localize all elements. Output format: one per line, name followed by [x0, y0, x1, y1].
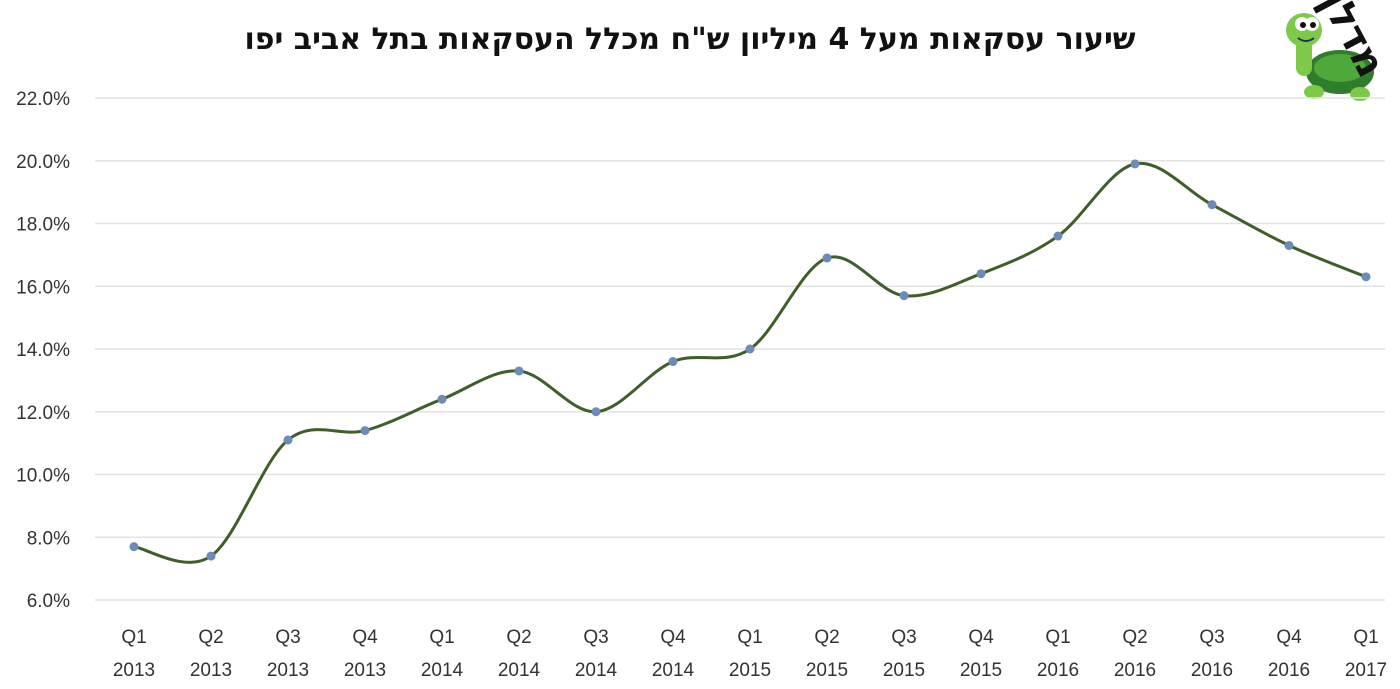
- data-point: [976, 269, 986, 279]
- data-point: [822, 253, 832, 263]
- x-tick-label: Q2 2015: [806, 627, 848, 681]
- chart-title: שיעור עסקאות מעל 4 מיליון ש"ח מכלל העסקא…: [244, 22, 1136, 57]
- x-tick-label: Q1 2014: [421, 627, 464, 681]
- x-tick-label: Q1 2017: [1345, 627, 1387, 681]
- y-tick-label: 16.0%: [16, 277, 70, 298]
- y-tick-label: 12.0%: [16, 403, 70, 424]
- x-tick-label: Q3 2014: [575, 627, 618, 681]
- turtle-icon: [1286, 13, 1374, 101]
- data-point: [283, 435, 293, 445]
- y-tick-label: 6.0%: [27, 591, 70, 612]
- data-point: [1361, 272, 1371, 282]
- data-point: [591, 407, 601, 417]
- data-point: [899, 291, 909, 301]
- data-point: [1130, 159, 1140, 169]
- y-tick-label: 10.0%: [16, 466, 70, 487]
- data-point: [514, 366, 524, 376]
- y-tick-label: 20.0%: [16, 152, 70, 173]
- data-point: [360, 426, 370, 436]
- x-tick-label: Q3 2013: [267, 627, 309, 681]
- y-tick-label: 22.0%: [16, 89, 70, 110]
- x-tick-label: Q4 2013: [344, 627, 386, 681]
- y-tick-label: 14.0%: [16, 340, 70, 361]
- x-tick-label: Q3 2016: [1191, 627, 1233, 681]
- data-point: [1207, 200, 1217, 210]
- x-tick-label: Q4 2014: [652, 627, 695, 681]
- data-point: [129, 542, 139, 552]
- x-tick-label: Q3 2015: [883, 627, 925, 681]
- data-point: [668, 357, 678, 367]
- grid-lines: [95, 97, 1385, 601]
- data-point: [1053, 231, 1063, 241]
- data-markers: [129, 159, 1371, 561]
- y-tick-label: 8.0%: [27, 528, 70, 549]
- x-tick-label: Q2 2013: [190, 627, 232, 681]
- x-tick-label: Q2 2016: [1114, 627, 1156, 681]
- x-tick-label: Q1 2013: [113, 627, 155, 681]
- data-point: [437, 394, 447, 404]
- x-tick-label: Q4 2016: [1268, 627, 1310, 681]
- data-point: [206, 551, 216, 561]
- data-point: [745, 344, 755, 354]
- x-tick-label: Q4 2015: [960, 627, 1002, 681]
- x-tick-label: Q2 2014: [498, 627, 541, 681]
- y-tick-label: 18.0%: [16, 215, 70, 236]
- x-tick-label: Q1 2015: [729, 627, 771, 681]
- x-axis: Q1 2013 Q2 2013 Q3 2013 Q4 2013 Q1 2014 Q2 2014 Q3 20…: [113, 627, 1387, 681]
- data-point: [1284, 240, 1294, 250]
- x-tick-label: Q1 2016: [1037, 627, 1079, 681]
- y-axis: 6.0% 8.0% 10.0% 12.0% 14.0% 16.0% 18.0% 20.0% 22…: [16, 89, 70, 612]
